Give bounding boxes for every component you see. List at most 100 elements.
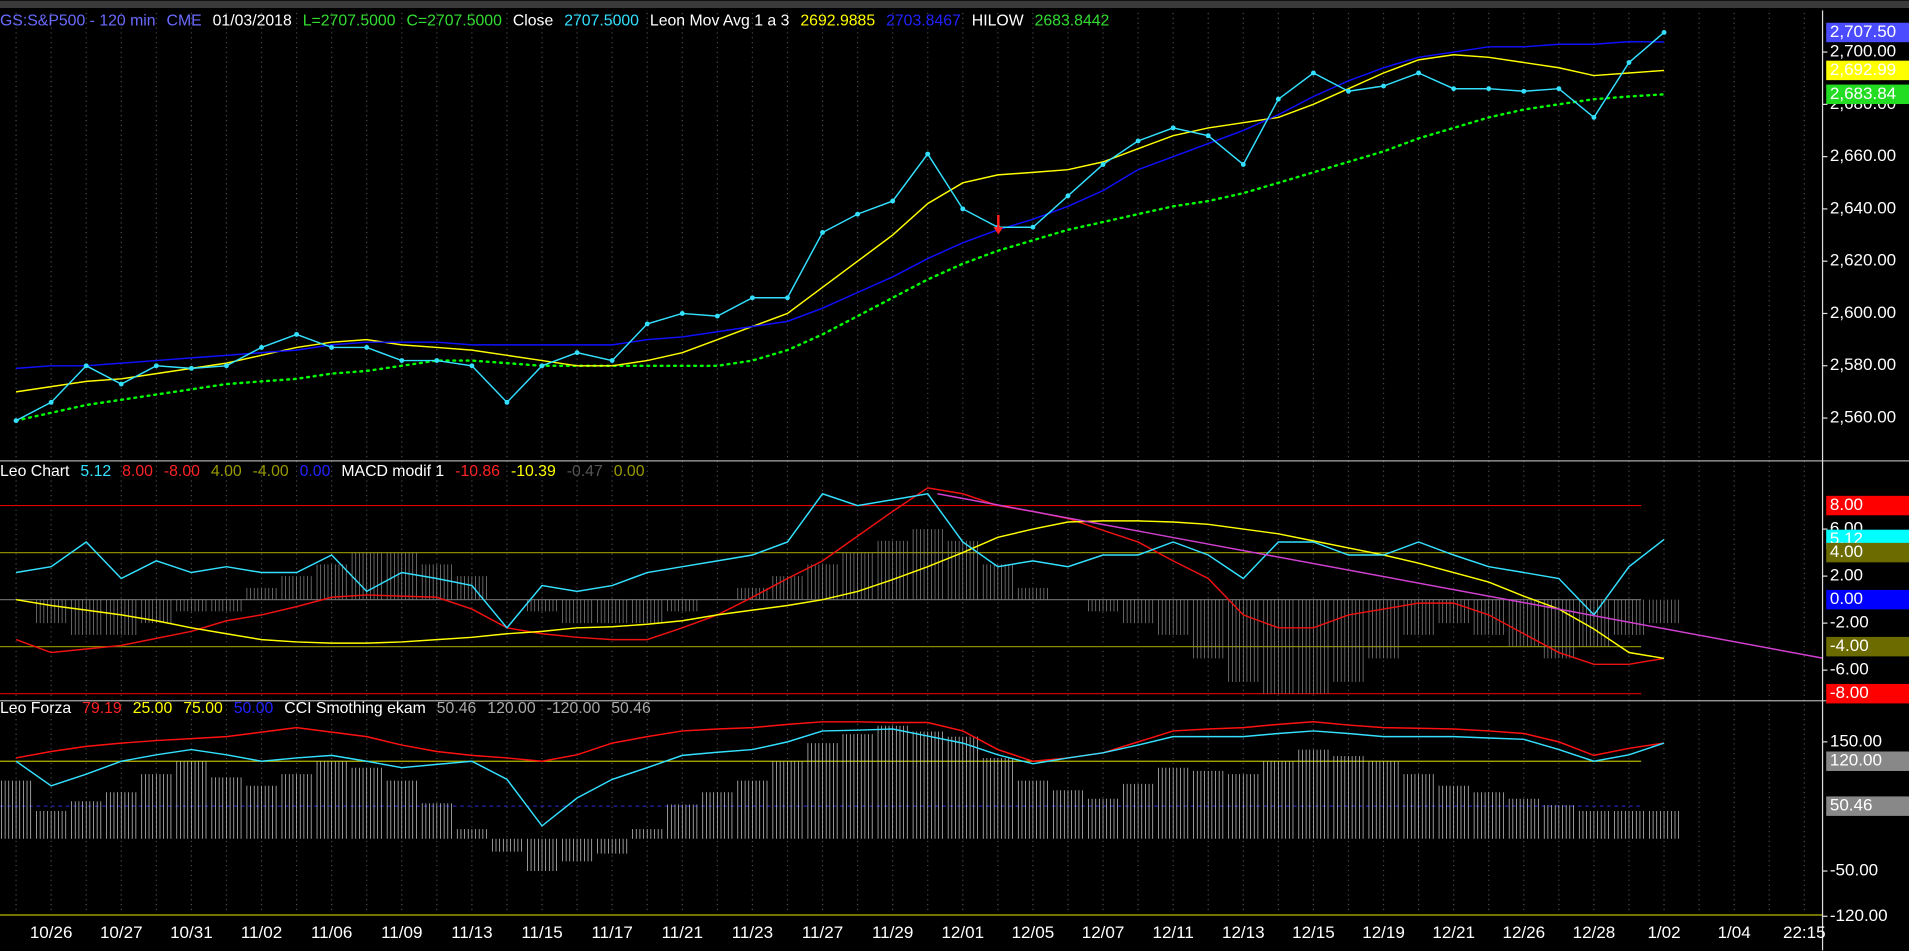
legend-entry: -120.00 bbox=[547, 700, 601, 717]
histogram-hatch bbox=[1614, 599, 1644, 635]
histogram-hatch bbox=[632, 829, 663, 839]
x-tick-label: 11/09 bbox=[381, 923, 422, 942]
value-box-label: 8.00 bbox=[1830, 495, 1863, 514]
histogram-hatch bbox=[1052, 790, 1083, 839]
value-box bbox=[1826, 796, 1909, 816]
histogram-hatch bbox=[1298, 599, 1329, 694]
x-tick-label: 10/26 bbox=[30, 923, 73, 942]
histogram-hatch bbox=[1649, 599, 1680, 624]
price-point bbox=[1381, 83, 1386, 89]
price-point bbox=[1451, 86, 1457, 92]
histogram-hatch bbox=[421, 564, 452, 600]
legend-entry: L=2707.5000 bbox=[303, 13, 396, 30]
histogram-hatch bbox=[211, 599, 242, 612]
value-box bbox=[1826, 589, 1909, 610]
legend-entry: 8.00 bbox=[122, 463, 153, 480]
x-tick-label: 10/31 bbox=[170, 923, 213, 942]
price-point bbox=[890, 198, 896, 204]
legend-entry: -8.00 bbox=[164, 463, 200, 480]
y-tick-label: 2,620.00 bbox=[1830, 251, 1896, 270]
histogram-hatch bbox=[1263, 761, 1294, 839]
x-tick-label: 11/27 bbox=[802, 923, 843, 942]
histogram-hatch bbox=[1123, 783, 1154, 839]
series-line bbox=[15, 487, 1665, 666]
series-line bbox=[15, 492, 1665, 629]
histogram-hatch bbox=[1228, 774, 1259, 839]
histogram-hatch bbox=[1438, 785, 1469, 839]
histogram-hatch bbox=[281, 576, 312, 600]
legend-entry: 25.00 bbox=[133, 700, 173, 717]
histogram-hatch bbox=[772, 576, 803, 600]
value-box bbox=[1826, 60, 1909, 81]
price-point bbox=[1275, 96, 1281, 102]
series-line bbox=[15, 728, 1665, 827]
legend-entry: -4.00 bbox=[253, 463, 289, 480]
price-point bbox=[329, 345, 335, 350]
plots bbox=[1, 30, 1680, 872]
price-point bbox=[609, 358, 615, 363]
y-tick-label: -120.00 bbox=[1830, 906, 1888, 925]
legend: Leo Chart 5.12 8.00 -8.00 4.00 -4.00 0.00 MACD … bbox=[0, 463, 645, 480]
histogram-hatch bbox=[702, 792, 733, 839]
y-tick-label: -6.00 bbox=[1830, 660, 1869, 679]
histogram-hatch bbox=[982, 564, 1013, 600]
value-box bbox=[1826, 22, 1909, 43]
legend-entry: -0.47 bbox=[567, 463, 603, 480]
histogram-hatch bbox=[1508, 599, 1539, 647]
price-point bbox=[1310, 70, 1316, 76]
value-box-label: 120.00 bbox=[1830, 751, 1882, 770]
series-line bbox=[14, 93, 1666, 422]
legend-entry: 50.46 bbox=[611, 700, 651, 717]
histogram-hatch bbox=[877, 540, 908, 600]
x-tick-label: 12/13 bbox=[1222, 923, 1265, 942]
histogram-hatch bbox=[632, 599, 663, 624]
histogram-hatch bbox=[1614, 810, 1644, 839]
legend-entry: C=2707.5000 bbox=[406, 13, 502, 30]
price-point bbox=[1626, 60, 1632, 65]
series-line bbox=[15, 721, 1665, 762]
price-point bbox=[188, 365, 194, 371]
x-tick-label: 12/28 bbox=[1573, 923, 1616, 942]
histogram-hatch bbox=[106, 599, 137, 635]
price-point bbox=[224, 363, 229, 369]
histogram-hatch bbox=[211, 777, 242, 839]
histogram-hatch bbox=[316, 761, 347, 839]
price-point bbox=[1170, 125, 1176, 131]
price-point bbox=[925, 151, 931, 157]
price-point bbox=[153, 363, 159, 369]
histogram-hatch bbox=[562, 838, 593, 862]
x-tick-label: 12/11 bbox=[1152, 923, 1193, 942]
histogram-hatch bbox=[1508, 798, 1539, 839]
histogram-hatch bbox=[246, 785, 277, 839]
value-box bbox=[1826, 542, 1909, 563]
histogram-hatch bbox=[1123, 599, 1154, 624]
x-tick-label: 11/23 bbox=[732, 923, 773, 942]
y-tick-label: 2,660.00 bbox=[1830, 146, 1896, 165]
x-tick-label: 12/15 bbox=[1292, 923, 1335, 942]
price-point bbox=[1486, 86, 1492, 92]
price-point bbox=[1030, 224, 1036, 230]
histogram-hatch bbox=[71, 801, 102, 839]
histogram-hatch bbox=[246, 587, 277, 600]
histogram-hatch bbox=[1193, 770, 1224, 839]
value-box bbox=[1826, 636, 1909, 657]
value-box bbox=[1826, 683, 1909, 704]
x-tick-label: 22:15 bbox=[1783, 923, 1826, 942]
histogram-hatch bbox=[1017, 780, 1048, 839]
histogram-hatch bbox=[106, 792, 137, 839]
value-box-label: 2,707.50 bbox=[1830, 22, 1896, 41]
legend: GS:S&P500 - 120 min CME 01/03/2018 L=2707.5… bbox=[0, 13, 1109, 30]
price-point bbox=[679, 311, 685, 316]
legend-entry: 01/03/2018 bbox=[213, 13, 292, 30]
histogram-hatch bbox=[842, 734, 873, 839]
x-tick-label: 11/29 bbox=[872, 923, 913, 942]
legend-entry: 75.00 bbox=[183, 700, 223, 717]
price-point bbox=[714, 313, 720, 319]
value-box bbox=[1826, 495, 1909, 516]
legend-entry: 50.00 bbox=[234, 700, 274, 717]
legend-entry: 2703.8467 bbox=[886, 13, 961, 30]
series-line bbox=[16, 40, 1665, 370]
legend-entry: MACD modif 1 bbox=[341, 463, 444, 480]
legend-entry: CCI Smothing ekam bbox=[284, 700, 426, 717]
